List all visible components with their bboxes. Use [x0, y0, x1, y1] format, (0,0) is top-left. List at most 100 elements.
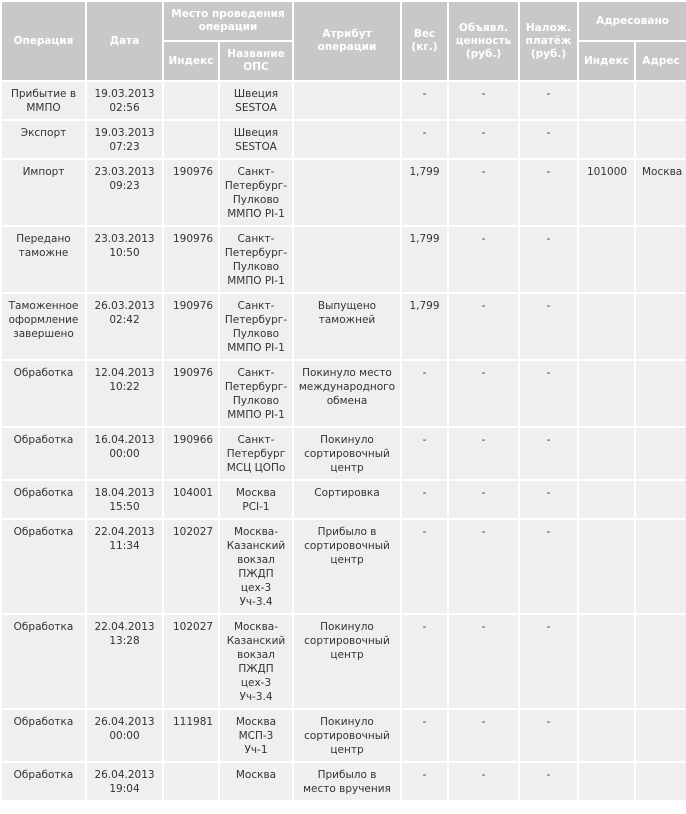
weight-cell: - [402, 710, 447, 761]
operation-cell: Обработка [2, 428, 85, 479]
addr-cell [636, 82, 686, 119]
operation-cell: Обработка [2, 710, 85, 761]
addr-cell [636, 710, 686, 761]
place-name-cell: Санкт- Петербург- Пулково ММПО PI-1 [220, 294, 292, 359]
attribute-cell: Покинуло место международного обмена [294, 361, 400, 426]
date-cell: 23.03.2013 10:50 [87, 227, 162, 292]
header-declared-value: Объявл. ценность (руб.) [449, 2, 518, 80]
place-index-cell [164, 763, 218, 800]
date-cell: 26.03.2013 02:42 [87, 294, 162, 359]
cod-cell: - [520, 227, 577, 292]
header-addr-index: Индекс [579, 42, 634, 80]
date-cell: 19.03.2013 02:56 [87, 82, 162, 119]
date-cell: 19.03.2013 07:23 [87, 121, 162, 158]
addr-index-cell [579, 121, 634, 158]
declared-value-cell: - [449, 361, 518, 426]
cod-cell: - [520, 82, 577, 119]
table-row: Обработка 18.04.2013 15:50 104001 Москва PC… [2, 481, 686, 518]
table-row: Обработка 22.04.2013 13:28 102027 Москва- К… [2, 615, 686, 708]
attribute-cell [294, 227, 400, 292]
place-name-cell: Москва- Казанский вокзал ПЖДП цех-3 Уч-3… [220, 520, 292, 613]
place-name-cell: Санкт- Петербург- Пулково ММПО PI-1 [220, 160, 292, 225]
table-row: Обработка 22.04.2013 11:34 102027 Москва- К… [2, 520, 686, 613]
table-row: Прибытие в ММПО 19.03.2013 02:56 Швеция SE… [2, 82, 686, 119]
operation-cell: Обработка [2, 763, 85, 800]
table-row: Экспорт 19.03.2013 07:23 Швеция SESTOA - - - [2, 121, 686, 158]
declared-value-cell: - [449, 294, 518, 359]
addr-cell [636, 227, 686, 292]
place-name-cell: Москва- Казанский вокзал ПЖДП цех-3 Уч-3… [220, 615, 292, 708]
addr-cell: Москва [636, 160, 686, 225]
addr-index-cell [579, 710, 634, 761]
header-attribute: Атрибут операции [294, 2, 400, 80]
addr-cell [636, 121, 686, 158]
table-row: Обработка 12.04.2013 10:22 190976 Санкт- Пе… [2, 361, 686, 426]
attribute-cell [294, 121, 400, 158]
attribute-cell [294, 82, 400, 119]
addr-cell [636, 763, 686, 800]
cod-cell: - [520, 481, 577, 518]
addr-index-cell [579, 615, 634, 708]
weight-cell: - [402, 481, 447, 518]
header-cod: Налож. платёж (руб.) [520, 2, 577, 80]
date-cell: 26.04.2013 00:00 [87, 710, 162, 761]
addr-index-cell: 101000 [579, 160, 634, 225]
operation-cell: Передано таможне [2, 227, 85, 292]
declared-value-cell: - [449, 82, 518, 119]
table-row: Обработка 26.04.2013 00:00 111981 Москва МС… [2, 710, 686, 761]
attribute-cell: Покинуло сортировочный центр [294, 428, 400, 479]
date-cell: 26.04.2013 19:04 [87, 763, 162, 800]
operation-cell: Обработка [2, 481, 85, 518]
addr-index-cell [579, 520, 634, 613]
weight-cell: 1,799 [402, 227, 447, 292]
weight-cell: - [402, 428, 447, 479]
weight-cell: 1,799 [402, 294, 447, 359]
place-index-cell: 102027 [164, 520, 218, 613]
addr-index-cell [579, 428, 634, 479]
place-name-cell: Санкт- Петербург МСЦ ЦОПо [220, 428, 292, 479]
cod-cell: - [520, 294, 577, 359]
attribute-cell: Прибыло в сортировочный центр [294, 520, 400, 613]
date-cell: 16.04.2013 00:00 [87, 428, 162, 479]
cod-cell: - [520, 615, 577, 708]
place-index-cell: 190976 [164, 227, 218, 292]
header-date: Дата [87, 2, 162, 80]
attribute-cell: Сортировка [294, 481, 400, 518]
cod-cell: - [520, 160, 577, 225]
weight-cell: - [402, 763, 447, 800]
declared-value-cell: - [449, 520, 518, 613]
addr-cell [636, 428, 686, 479]
addr-cell [636, 481, 686, 518]
date-cell: 12.04.2013 10:22 [87, 361, 162, 426]
attribute-cell: Выпущено таможней [294, 294, 400, 359]
table-row: Таможенное оформление завершено 26.03.201… [2, 294, 686, 359]
place-index-cell: 190976 [164, 361, 218, 426]
declared-value-cell: - [449, 481, 518, 518]
addr-cell [636, 294, 686, 359]
attribute-cell: Покинуло сортировочный центр [294, 710, 400, 761]
header-operation: Операция [2, 2, 85, 80]
place-name-cell: Швеция SESTOA [220, 82, 292, 119]
header-addr-address: Адрес [636, 42, 686, 80]
weight-cell: 1,799 [402, 160, 447, 225]
addr-index-cell [579, 294, 634, 359]
addr-index-cell [579, 361, 634, 426]
place-index-cell: 102027 [164, 615, 218, 708]
operation-cell: Обработка [2, 520, 85, 613]
table-row: Обработка 26.04.2013 19:04 Москва Прибыло в… [2, 763, 686, 800]
cod-cell: - [520, 428, 577, 479]
cod-cell: - [520, 520, 577, 613]
table-body: Прибытие в ММПО 19.03.2013 02:56 Швеция SE… [2, 82, 686, 800]
cod-cell: - [520, 121, 577, 158]
place-name-cell: Москва [220, 763, 292, 800]
place-name-cell: Санкт- Петербург- Пулково ММПО PI-1 [220, 227, 292, 292]
weight-cell: - [402, 520, 447, 613]
addr-cell [636, 520, 686, 613]
header-addressed: Адресовано [579, 2, 686, 40]
addr-index-cell [579, 227, 634, 292]
header-place-name: Название ОПС [220, 42, 292, 80]
attribute-cell: Покинуло сортировочный центр [294, 615, 400, 708]
place-name-cell: Москва МСП-3 Уч-1 [220, 710, 292, 761]
date-cell: 22.04.2013 11:34 [87, 520, 162, 613]
